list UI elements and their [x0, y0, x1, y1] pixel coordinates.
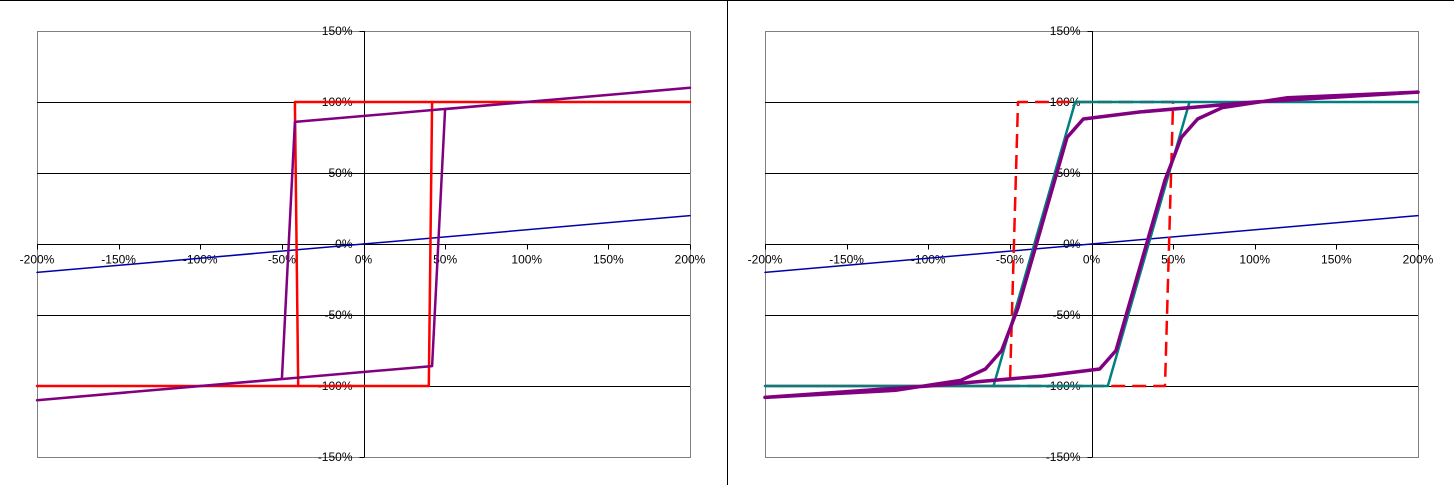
x-tick-label: -150%: [829, 253, 864, 267]
y-tick-label: 0%: [335, 237, 353, 251]
chart-left: -200% -150% -100% -50% 0% 50% 100% 150% 200% -150…: [20, 24, 706, 464]
series-line-0: [36, 214, 691, 274]
y-tick-label: 0%: [1063, 237, 1081, 251]
series-line-2: [35, 86, 692, 402]
x-tick-label: 100%: [511, 253, 542, 267]
series-line-1: [765, 100, 1175, 388]
x-tick-label: -200%: [20, 253, 55, 267]
y-tick-label: 150%: [1050, 24, 1081, 38]
x-tick-label: 200%: [675, 253, 706, 267]
x-tick-label: -50%: [996, 253, 1024, 267]
chart-right: -200% -150% -100% -50% 0% 50% 100% 150% 200% -150…: [748, 24, 1434, 464]
x-tick-label: 100%: [1239, 253, 1270, 267]
y-tick-label: -150%: [1046, 450, 1081, 464]
series-line-3: [763, 90, 1420, 400]
series-line-2: [763, 100, 1420, 388]
x-tick-label: 50%: [433, 253, 457, 267]
series-line-1: [35, 100, 692, 388]
y-tick-label: -150%: [318, 450, 353, 464]
x-tick-label: 200%: [1403, 253, 1434, 267]
series-line-0: [764, 214, 1419, 274]
x-tick-label: -100%: [911, 253, 946, 267]
y-tick-label: 150%: [322, 24, 353, 38]
x-tick-label: 150%: [1321, 253, 1352, 267]
x-tick-label: 50%: [1161, 253, 1185, 267]
x-tick-label: 0%: [1083, 253, 1101, 267]
y-tick-label: -50%: [324, 308, 352, 322]
x-tick-label: -100%: [183, 253, 218, 267]
y-tick-label: 50%: [328, 166, 352, 180]
x-tick-label: 150%: [593, 253, 624, 267]
x-tick-label: -200%: [748, 253, 783, 267]
x-tick-label: -50%: [268, 253, 296, 267]
y-tick-label: -50%: [1052, 308, 1080, 322]
y-tick-label: 50%: [1056, 166, 1080, 180]
x-tick-label: -150%: [101, 253, 136, 267]
x-tick-label: 0%: [355, 253, 373, 267]
